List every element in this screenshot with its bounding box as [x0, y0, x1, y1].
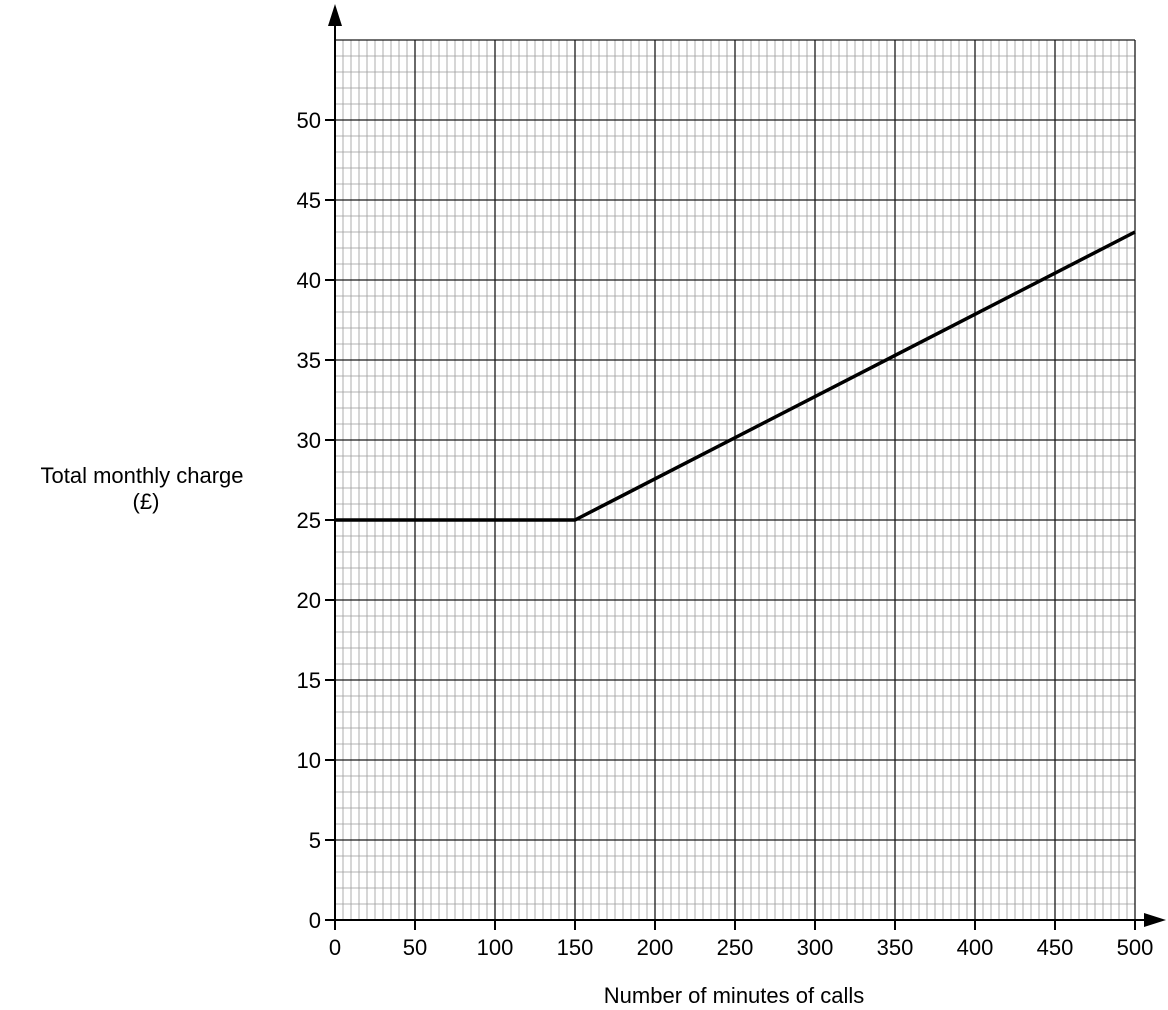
- x-tick-label: 50: [403, 935, 427, 960]
- x-tick-label: 450: [1037, 935, 1074, 960]
- y-tick-label: 20: [297, 588, 321, 613]
- y-tick-label: 40: [297, 268, 321, 293]
- x-tick-label: 0: [329, 935, 341, 960]
- y-tick-label: 35: [297, 348, 321, 373]
- x-axis-title: Number of minutes of calls: [604, 983, 864, 1008]
- x-tick-label: 100: [477, 935, 514, 960]
- y-tick-label: 25: [297, 508, 321, 533]
- x-tick-label: 400: [957, 935, 994, 960]
- series-line: [335, 230, 1136, 522]
- y-tick-label: 0: [309, 908, 321, 933]
- x-axis-arrow: [1144, 913, 1166, 927]
- axes: [325, 4, 1166, 930]
- x-tick-label: 300: [797, 935, 834, 960]
- x-tick-label: 250: [717, 935, 754, 960]
- y-tick-label: 5: [309, 828, 321, 853]
- x-tick-label: 150: [557, 935, 594, 960]
- y-axis-arrow: [328, 4, 342, 26]
- y-tick-label: 15: [297, 668, 321, 693]
- series: [335, 230, 1136, 522]
- y-tick-label: 10: [297, 748, 321, 773]
- x-tick-label: 350: [877, 935, 914, 960]
- x-tick-label: 500: [1117, 935, 1154, 960]
- y-tick-label: 45: [297, 188, 321, 213]
- y-axis-title-line2: (£): [133, 489, 160, 514]
- x-tick-label: 200: [637, 935, 674, 960]
- y-axis-title-line1: Total monthly charge: [41, 463, 244, 488]
- y-tick-label: 50: [297, 108, 321, 133]
- y-tick-label: 30: [297, 428, 321, 453]
